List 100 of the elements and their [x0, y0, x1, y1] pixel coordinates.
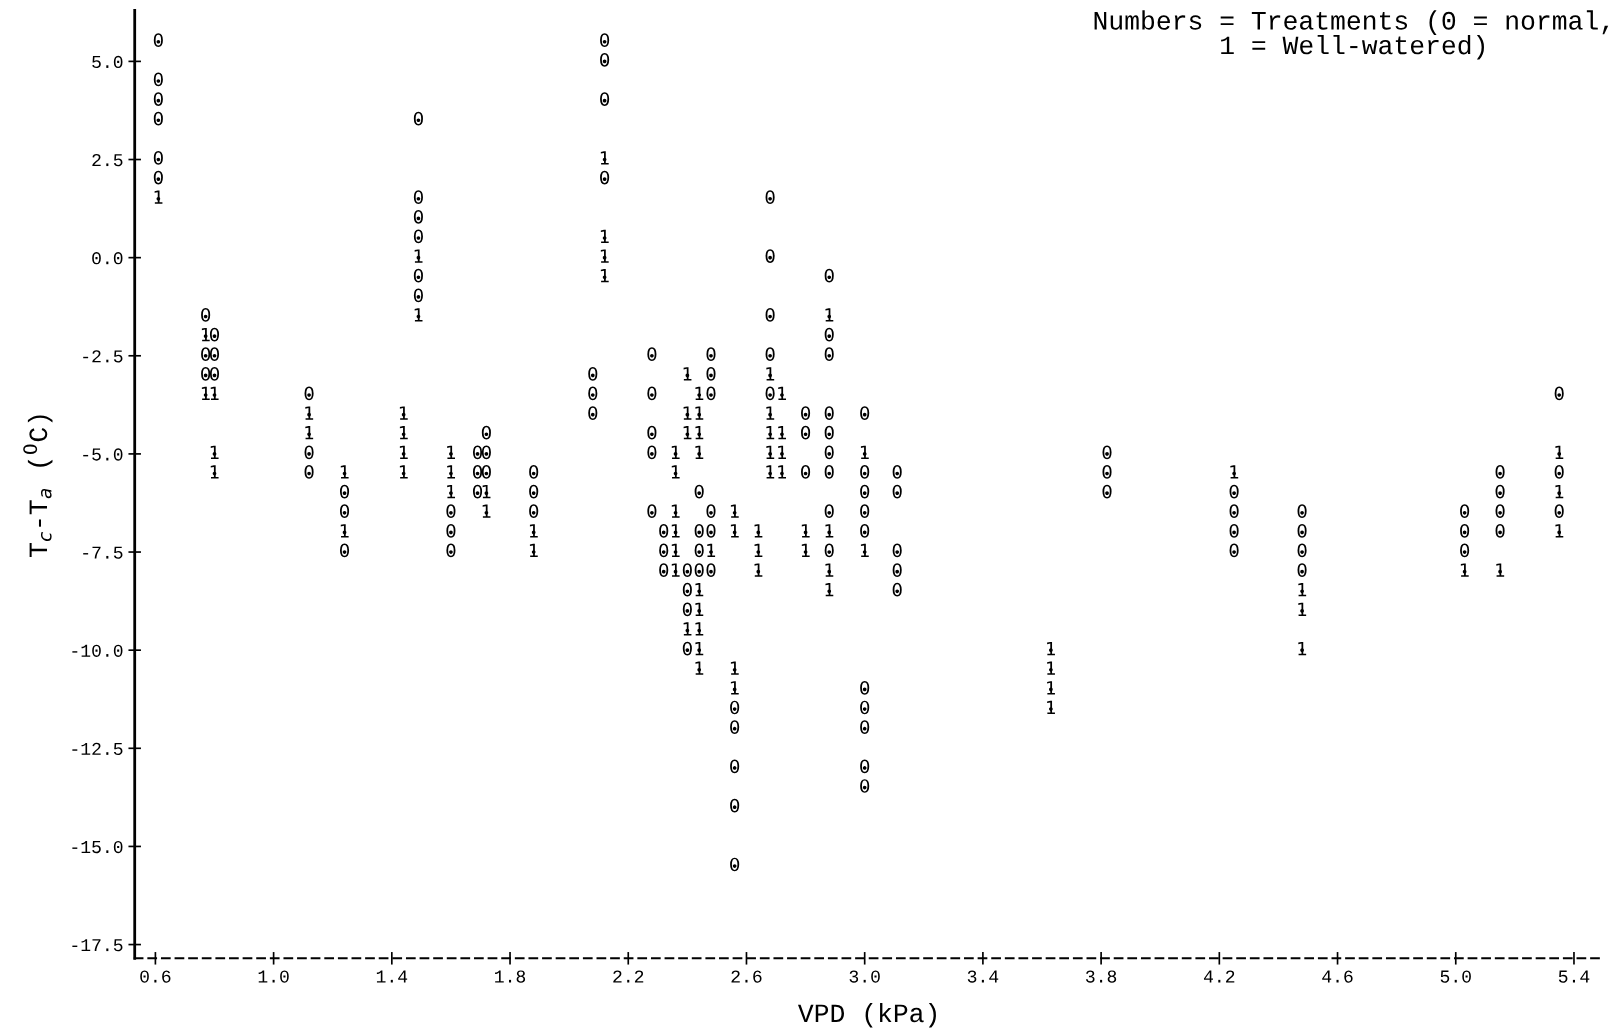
- x-tick-label: 4.2: [1203, 970, 1235, 983]
- y-tick-label: -15.0: [72, 840, 123, 854]
- text: 0: [413, 288, 423, 303]
- text: 0: [892, 465, 902, 479]
- text: 0: [860, 524, 870, 538]
- text: 0: [588, 386, 598, 401]
- text: 0: [588, 366, 598, 381]
- text: 0: [446, 504, 456, 519]
- x-tick-label: 2.2: [613, 970, 644, 983]
- text: 0: [860, 681, 870, 695]
- text: 0: [706, 524, 716, 538]
- text: 0: [339, 484, 350, 499]
- text: 0: [413, 190, 423, 205]
- text: 0: [600, 170, 610, 185]
- text: 0: [647, 445, 657, 460]
- text: 0: [1495, 484, 1505, 499]
- text: 0: [860, 504, 870, 519]
- x-tick-label: 1.8: [495, 970, 526, 983]
- x-tick-label: 5.4: [1558, 970, 1590, 983]
- text: 0: [647, 425, 657, 440]
- text: 0: [1297, 504, 1307, 519]
- text: 0: [1460, 504, 1470, 519]
- text: 0: [472, 484, 483, 499]
- text: 0: [1495, 504, 1505, 519]
- text: 0: [694, 484, 704, 499]
- text: 0: [600, 92, 610, 106]
- annotation: Numbers = Treatments (0 = normal, 1 = Well-watered): [1094, 10, 1609, 60]
- text: 0: [824, 445, 834, 460]
- text: 0: [153, 170, 163, 185]
- text: 0: [153, 111, 163, 126]
- text: 0: [860, 779, 870, 793]
- text: 0: [209, 327, 220, 342]
- text: 0: [659, 524, 669, 538]
- x-tick-label: 2.6: [731, 970, 762, 983]
- text: 0: [730, 700, 740, 715]
- x-tick-label: 3.0: [849, 970, 880, 983]
- text: 0: [824, 425, 834, 440]
- text: 0: [1297, 563, 1307, 577]
- text: 0: [153, 92, 163, 106]
- text: 0: [529, 504, 539, 519]
- text: 0: [413, 229, 423, 244]
- text: 0: [824, 406, 834, 420]
- text: 0: [860, 465, 870, 479]
- text: 0: [1102, 484, 1112, 499]
- text: 0: [201, 347, 211, 362]
- text: 0: [706, 386, 716, 401]
- x-tick-label: 3.4: [967, 970, 999, 983]
- x-tick-label: 0.6: [140, 970, 171, 983]
- x-axis-title: VPD (kPa): [797, 1002, 936, 1028]
- text: 0: [600, 33, 610, 47]
- text: 0: [1229, 504, 1239, 519]
- text: 0: [765, 347, 775, 362]
- text: 0: [1229, 484, 1239, 499]
- text: 0: [446, 524, 456, 538]
- text: 0: [694, 563, 704, 577]
- text: 0: [860, 720, 870, 734]
- text: 0: [801, 465, 811, 479]
- text: 0: [892, 543, 902, 558]
- text: 0: [860, 484, 870, 499]
- text: 0: [304, 465, 314, 479]
- text: 0: [209, 347, 220, 362]
- y-tick-label: -10.0: [72, 644, 123, 657]
- text: 0: [413, 209, 423, 224]
- text: 0: [481, 425, 491, 440]
- text: 0: [201, 366, 211, 381]
- text: 0: [765, 249, 775, 263]
- text: 0: [339, 543, 350, 558]
- y-tick-label: -5.0: [83, 448, 123, 461]
- text: 0: [801, 406, 811, 420]
- text: 0: [682, 602, 692, 617]
- text: 0: [153, 33, 163, 47]
- text: 0: [706, 366, 716, 381]
- text: 0: [1229, 524, 1239, 538]
- text: 0: [529, 465, 539, 479]
- text: 0: [1297, 524, 1307, 538]
- text: 0: [647, 386, 657, 401]
- text: 0: [481, 465, 491, 479]
- text: 0: [1297, 543, 1307, 558]
- text: 0: [339, 504, 350, 519]
- text: 0: [682, 582, 692, 597]
- x-tick-label: 4.6: [1322, 970, 1353, 983]
- text: 0: [446, 543, 456, 558]
- text: 0: [730, 857, 740, 872]
- text: 0: [153, 151, 163, 165]
- x-tick-label: 5.0: [1440, 970, 1471, 983]
- text: 0: [824, 504, 834, 519]
- text: 0: [1554, 504, 1564, 519]
- text: 0: [472, 445, 483, 460]
- x-tick-label: 3.8: [1085, 970, 1117, 983]
- text: 0: [860, 759, 870, 774]
- text: 0: [1229, 543, 1239, 558]
- text: 0: [153, 72, 163, 87]
- text: 0: [892, 582, 902, 597]
- text: 0: [801, 425, 811, 440]
- x-tick-label: 1.4: [376, 970, 408, 983]
- text: 0: [600, 52, 610, 67]
- text: 0: [682, 641, 692, 656]
- text: 0: [1102, 465, 1112, 479]
- text: 0: [304, 386, 314, 401]
- text: 0: [529, 484, 539, 499]
